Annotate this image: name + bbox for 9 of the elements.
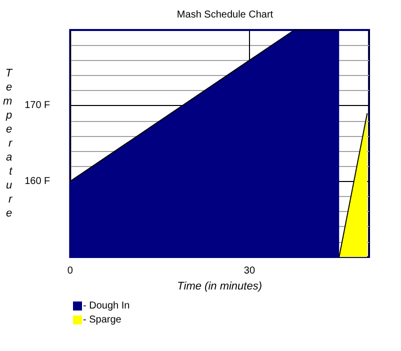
y-tick-label: 160 F (24, 176, 50, 187)
legend-label: - Sparge (83, 314, 122, 326)
text: Temperature (2, 68, 12, 220)
x-tick-label: 30 (244, 266, 256, 276)
x-tick-label: 0 (67, 266, 74, 276)
x-axis-title: Time (in minutes) (177, 280, 262, 292)
y-tick-label: 170 F (24, 100, 50, 112)
chart-title: Mash Schedule Chart (176, 10, 274, 20)
legend-label: - Dough In (83, 300, 130, 312)
